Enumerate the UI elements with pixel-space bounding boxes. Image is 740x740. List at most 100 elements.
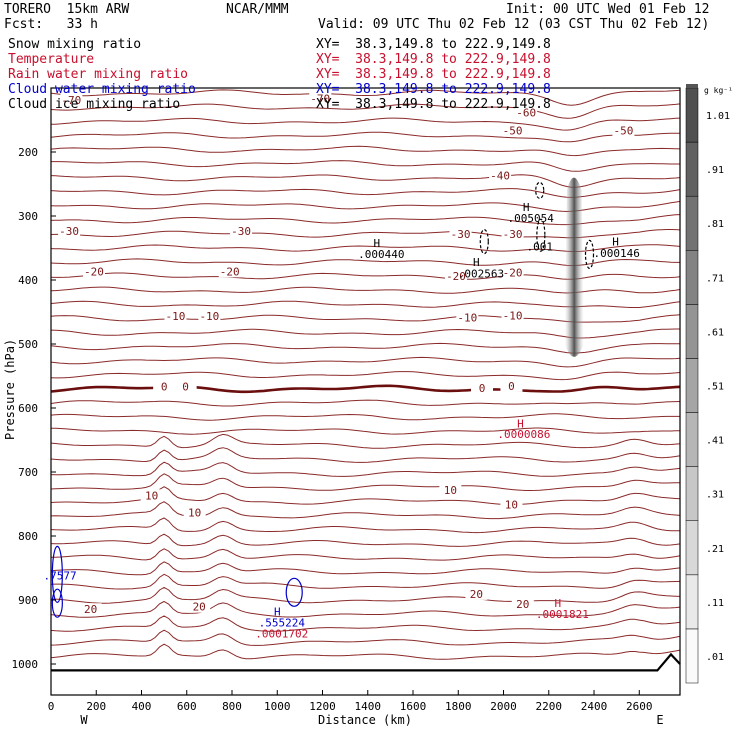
temperature-contour: [50, 629, 681, 646]
temperature-label: -50: [503, 125, 523, 138]
label-mask: [501, 124, 524, 137]
temperature-contour: [50, 586, 681, 604]
label-mask: [140, 489, 163, 502]
model-title: TORERO 15km ARW: [4, 2, 130, 17]
extremum-annotation: H: [517, 417, 524, 430]
colorbar-swatch: [685, 574, 699, 630]
mixing-ratio-contour: [536, 218, 546, 252]
label-mask: [515, 106, 538, 119]
axes: 0 200 400 600 800 1000 1200 1400 1600 1800 2000 220…: [12, 87, 681, 713]
colorbar-label: .41: [706, 436, 724, 447]
extremum-annotation: H: [274, 606, 281, 619]
label-mask: [183, 506, 206, 519]
extremum-annotation: H: [523, 201, 530, 214]
colorbar-swatch: [685, 358, 699, 413]
x-tick-label: 2600: [626, 700, 653, 713]
extremum-annotation: H: [374, 237, 381, 250]
x-tick-label: 1400: [355, 700, 382, 713]
temperature-label: -30: [503, 228, 523, 241]
colorbar-label: .01: [706, 652, 724, 663]
snow-column-shading: [564, 177, 584, 357]
label-mask: [612, 124, 635, 137]
colorbar-label: 1.01: [706, 111, 730, 122]
temperature-contours: [50, 89, 681, 672]
colorbar-label: .21: [706, 544, 724, 555]
temperature-contour: [50, 413, 680, 421]
temperature-contour: [50, 356, 681, 368]
x-tick-label: 1600: [400, 700, 427, 713]
field-snow-xy: XY= 38.3,149.8 to 222.9,149.8: [316, 37, 551, 52]
temperature-contour: [50, 517, 681, 534]
label-mask: [79, 603, 102, 616]
temperature-contour: [50, 103, 681, 119]
x-tick-label: 2400: [581, 700, 608, 713]
colorbar-label: .31: [706, 490, 724, 501]
label-mask: [501, 266, 524, 279]
label-mask: [82, 265, 105, 278]
label-mask: [489, 169, 512, 182]
temperature-label: 10: [444, 484, 457, 497]
valid-time: Valid: 09 UTC Thu 02 Feb 12 (03 CST Thu …: [318, 17, 710, 32]
cloud-contours: [51, 181, 595, 618]
temperature-contour: [50, 131, 680, 143]
extremum-annotation: .555224: [259, 616, 306, 629]
colorbar-swatch: [685, 628, 699, 684]
x-tick-label: 1800: [445, 700, 472, 713]
temperature-contour: [50, 447, 681, 463]
field-rain-xy: XY= 38.3,149.8 to 222.9,149.8: [316, 67, 551, 82]
y-tick-label: 1000: [12, 658, 39, 671]
extremum-annotation: .0001702: [255, 627, 308, 640]
temperature-label: -40: [490, 169, 510, 182]
temperature-label: 0: [479, 382, 486, 395]
label-mask: [449, 228, 472, 241]
label-mask: [501, 309, 524, 322]
temperature-contour: [50, 433, 681, 449]
extremum-annotation: H: [473, 256, 480, 269]
extremum-annotation: .000440: [358, 248, 404, 261]
colorbar-swatch: [685, 195, 699, 251]
temperature-contour: [50, 117, 681, 131]
y-tick-label: 200: [18, 146, 38, 159]
temperature-label: 10: [145, 489, 158, 502]
temperature-contour: [51, 160, 680, 172]
temperature-label: 10: [188, 507, 201, 520]
temperature-label: -10: [503, 309, 523, 322]
temperature-contour: [50, 615, 681, 632]
label-mask: [58, 225, 81, 237]
label-mask: [501, 228, 524, 241]
mixing-ratio-contour: [479, 229, 489, 255]
temperature-label: -20: [84, 265, 104, 278]
extremum-annotation: .7577: [43, 570, 76, 583]
temperature-contour: [50, 600, 681, 618]
temperature-contour: [50, 573, 681, 590]
label-mask: [218, 265, 241, 278]
mixing-ratio-contour: [285, 577, 303, 607]
temperature-label: 0: [161, 381, 168, 394]
temperature-label: -20: [220, 265, 240, 278]
snow-mixing-column: [564, 177, 584, 357]
label-mask: [164, 310, 187, 323]
x-tick-label: 1200: [309, 700, 336, 713]
organization: NCAR/MMM: [226, 2, 289, 17]
temperature-contour: [50, 89, 681, 106]
east-label: E: [656, 713, 663, 727]
label-mask: [511, 598, 534, 611]
temperature-label: -30: [231, 225, 251, 238]
label-mask: [153, 380, 176, 393]
temperature-label: 20: [470, 588, 483, 601]
colorbar-swatch: [685, 412, 699, 467]
temperature-contour: [50, 371, 681, 381]
temperature-label: -30: [59, 225, 79, 238]
y-tick-label: 700: [18, 466, 38, 479]
x-tick-label: 1000: [264, 700, 291, 713]
label-mask: [174, 380, 197, 393]
y-axis-title: Pressure (hPa): [3, 339, 17, 440]
x-tick-label: 800: [222, 700, 242, 713]
west-label: W: [80, 713, 88, 727]
label-mask: [198, 310, 221, 323]
mixing-ratio-contour: [51, 545, 63, 604]
y-tick-label: 800: [18, 530, 38, 543]
y-tick-label: 400: [18, 274, 38, 287]
